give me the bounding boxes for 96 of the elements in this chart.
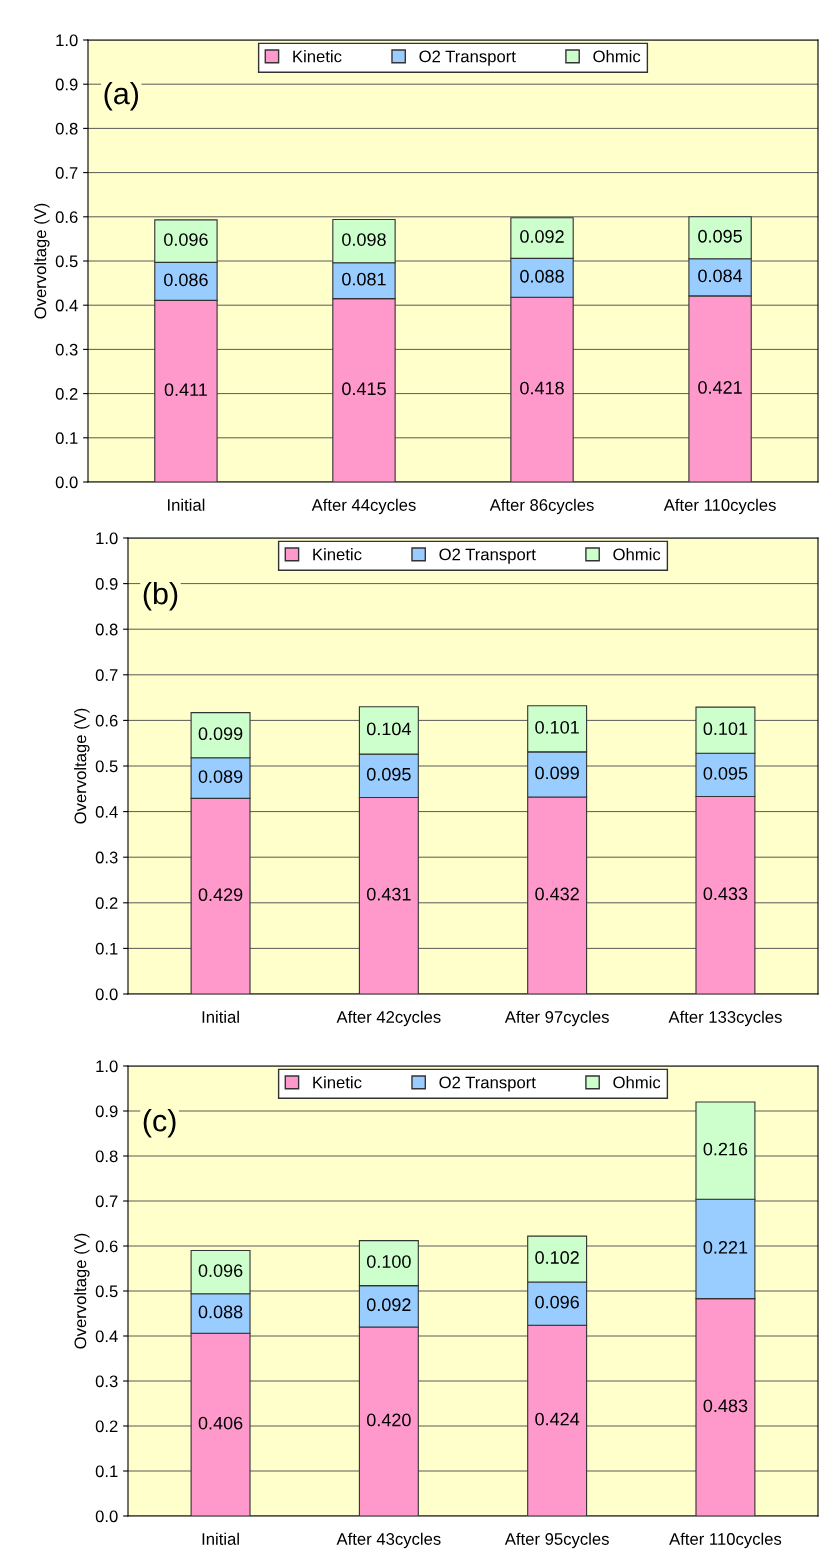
- y-tick-label: 0.7: [55, 167, 78, 179]
- data-label: 0.216: [703, 1142, 748, 1156]
- y-tick-label: 0.6: [95, 714, 118, 727]
- data-label: 0.421: [698, 381, 742, 394]
- x-tick-label: After 95cycles: [504, 1532, 609, 1549]
- y-tick-label: 0.0: [95, 988, 118, 1001]
- y-axis-title: Overvoltage (V): [34, 203, 50, 319]
- data-label: 0.431: [366, 887, 411, 901]
- data-label: 0.418: [520, 381, 564, 395]
- data-label: 0.432: [535, 887, 579, 901]
- legend-label: O2 Transport: [439, 548, 536, 564]
- data-label: 0.096: [164, 233, 208, 246]
- y-tick-label: 0.4: [95, 806, 118, 818]
- data-label: 0.406: [198, 1416, 243, 1430]
- data-label: 0.102: [535, 1251, 579, 1264]
- x-tick-label: Initial: [202, 1010, 239, 1023]
- y-tick-label: 0.2: [55, 388, 78, 400]
- x-tick-label: After 44cycles: [311, 498, 416, 515]
- y-tick-label: 0.6: [55, 211, 78, 223]
- x-tick-label: After 43cycles: [336, 1532, 441, 1549]
- data-label: 0.096: [535, 1295, 579, 1309]
- data-label: 0.084: [698, 269, 743, 283]
- legend-label: Ohmic: [613, 548, 661, 561]
- y-tick-label: 0.5: [55, 255, 78, 268]
- data-label: 0.411: [164, 383, 207, 397]
- x-tick-label: After 110cycles: [663, 498, 776, 515]
- annotation: (c): [143, 1109, 176, 1138]
- y-tick-label: 0.9: [95, 1105, 118, 1118]
- y-tick-label: 0.5: [95, 1285, 118, 1298]
- data-label: 0.104: [366, 722, 411, 736]
- data-label: 0.095: [698, 229, 742, 243]
- x-tick-label: After 42cycles: [336, 1010, 441, 1027]
- y-tick-label: 0.0: [55, 476, 78, 489]
- y-tick-label: 0.7: [95, 1195, 118, 1208]
- y-tick-label: 0.8: [55, 122, 78, 135]
- x-tick-label: Initial: [168, 498, 205, 511]
- y-tick-label: 1.0: [56, 34, 78, 47]
- y-tick-label: 0.0: [95, 1510, 118, 1523]
- y-tick-label: 0.6: [95, 1240, 118, 1253]
- x-tick-label: After 110cycles: [669, 1532, 782, 1549]
- y-tick-label: 0.4: [55, 299, 78, 312]
- data-label: 0.088: [520, 269, 564, 283]
- data-label: 0.099: [198, 727, 243, 741]
- data-label: 0.483: [703, 1399, 748, 1413]
- y-tick-label: 0.3: [95, 1375, 118, 1388]
- y-tick-label: 0.1: [95, 1465, 118, 1478]
- y-tick-label: 0.5: [95, 760, 118, 773]
- data-label: 0.096: [198, 1264, 243, 1277]
- data-label: 0.100: [366, 1255, 411, 1268]
- y-axis-title: Overvoltage (V): [74, 1233, 90, 1349]
- data-label: 0.420: [366, 1413, 411, 1427]
- data-label: 0.221: [703, 1240, 748, 1254]
- legend-label: Kinetic: [293, 50, 342, 63]
- y-tick-label: 0.1: [55, 432, 78, 444]
- data-label: 0.433: [703, 887, 748, 901]
- data-label: 0.415: [342, 382, 386, 396]
- x-tick-label: After 133cycles: [668, 1010, 782, 1027]
- data-label: 0.099: [535, 766, 579, 780]
- annotation: (b): [143, 581, 178, 611]
- data-label: 0.086: [164, 273, 208, 287]
- y-tick-label: 0.1: [95, 942, 118, 955]
- data-label: 0.101: [703, 722, 748, 736]
- x-tick-label: After 97cycles: [504, 1010, 609, 1027]
- data-label: 0.101: [535, 720, 579, 734]
- legend-label: Kinetic: [313, 548, 362, 561]
- data-label: 0.095: [366, 767, 411, 781]
- legend-label: Ohmic: [613, 1076, 661, 1089]
- legend-label: O2 Transport: [419, 50, 516, 66]
- data-label: 0.098: [342, 233, 386, 246]
- y-tick-label: 0.3: [95, 851, 118, 864]
- y-tick-label: 0.3: [55, 343, 78, 356]
- x-tick-label: Initial: [202, 1532, 239, 1545]
- data-label: 0.089: [198, 770, 243, 783]
- y-axis-title: Overvoltage (V): [74, 708, 90, 824]
- y-tick-label: 0.8: [95, 1150, 118, 1163]
- annotation: (a): [104, 81, 139, 111]
- legend-label: O2 Transport: [439, 1076, 536, 1092]
- x-tick-label: After 86cycles: [489, 498, 594, 515]
- data-label: 0.092: [366, 1298, 411, 1312]
- data-label: 0.429: [198, 888, 243, 902]
- data-label: 0.424: [535, 1412, 580, 1426]
- y-tick-label: 0.2: [95, 897, 118, 909]
- data-label: 0.088: [198, 1305, 243, 1319]
- data-label: 0.095: [703, 766, 748, 780]
- y-tick-label: 0.9: [55, 78, 78, 91]
- y-tick-label: 0.9: [95, 578, 118, 590]
- legend-label: Ohmic: [593, 50, 641, 63]
- y-tick-label: 0.7: [95, 669, 118, 681]
- y-tick-label: 1.0: [96, 1060, 118, 1073]
- data-label: 0.081: [342, 272, 386, 286]
- y-tick-label: 0.8: [95, 623, 118, 636]
- y-tick-label: 1.0: [96, 532, 118, 545]
- y-tick-label: 0.4: [95, 1330, 118, 1343]
- y-tick-label: 0.2: [95, 1420, 118, 1433]
- legend-label: Kinetic: [313, 1076, 362, 1089]
- data-label: 0.092: [520, 230, 564, 243]
